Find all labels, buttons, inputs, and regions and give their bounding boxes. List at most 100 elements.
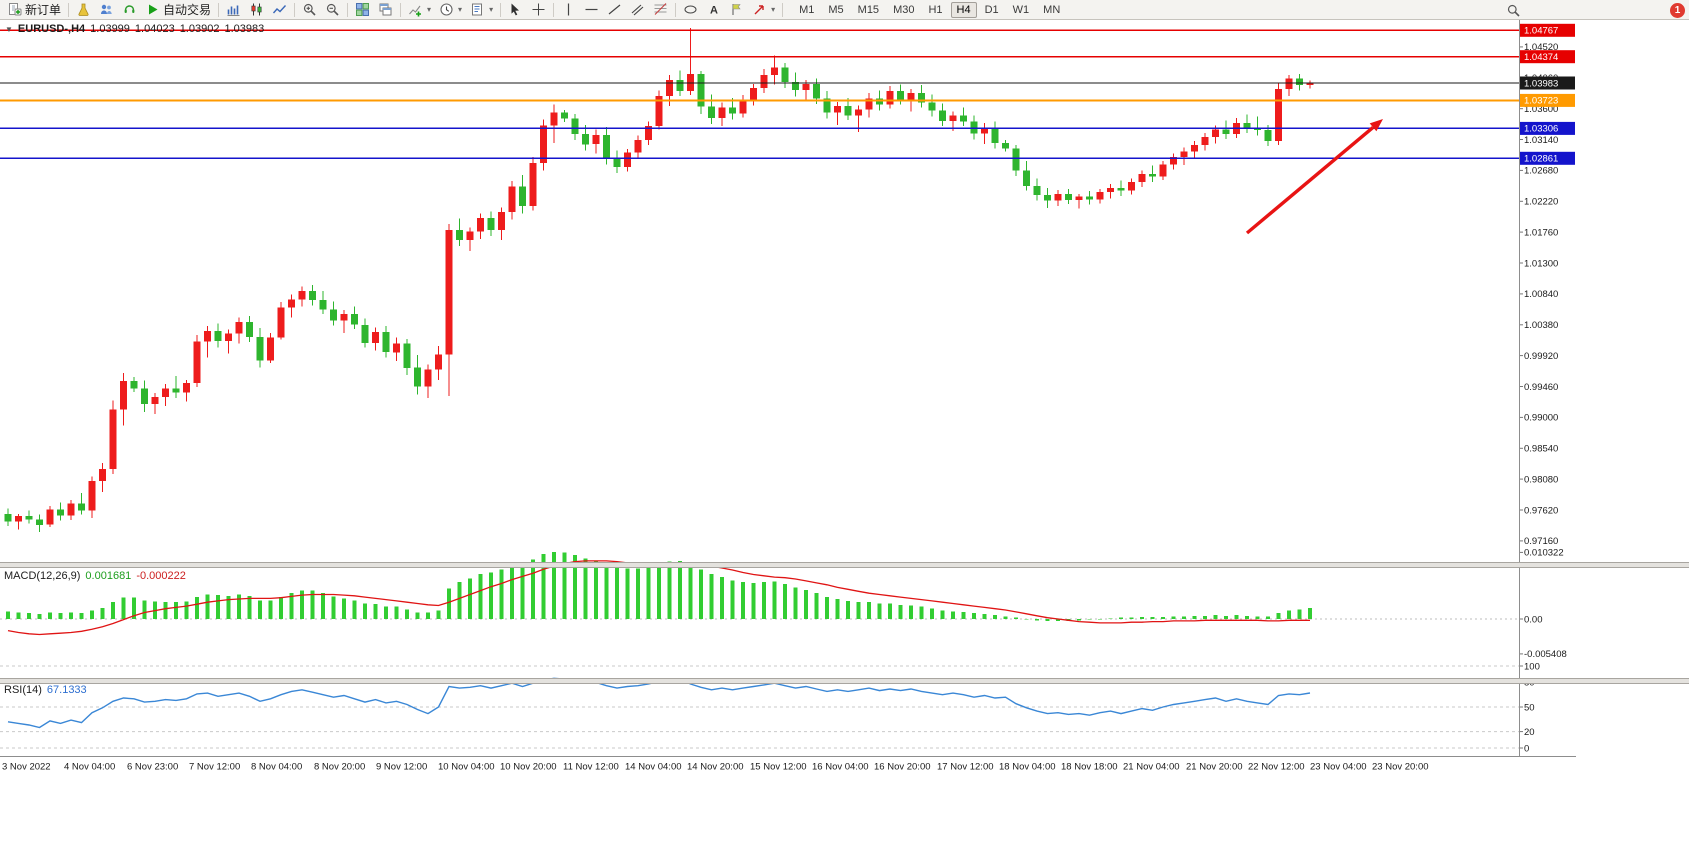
price-badge-label: 1.03306 [1524,124,1558,135]
candle [1180,151,1188,157]
price-tick: 20 [1524,727,1535,738]
candle [1096,191,1104,200]
main-toolbar: 新订单 自动交易 ▾ ▾ ▾ A ▾ M1 M5 M15 M30 H1 H4 D1 W1 MN … [0,0,1689,20]
trendline-icon [608,4,621,15]
search-button[interactable] [1503,2,1524,19]
candle [991,127,999,143]
candle [372,332,379,343]
text-label-button[interactable] [726,1,747,18]
scripts-button[interactable] [73,1,94,18]
time-label: 11 Nov 12:00 [563,762,619,773]
candle [99,469,106,482]
price-tick: -0.005408 [1524,649,1567,660]
timeframe-MN[interactable]: MN [1043,3,1061,16]
rsi-value: 67.1333 [46,684,87,696]
time-label: 16 Nov 20:00 [874,762,931,773]
timeframe-D1[interactable]: D1 [984,3,999,16]
panel-separator-rsi[interactable] [0,678,1689,684]
cascade-windows-button[interactable] [375,1,396,18]
indicators-button[interactable]: ▾ [405,1,434,18]
shapes-button[interactable] [680,1,701,18]
timeframe-M5[interactable]: M5 [828,3,844,16]
price-axis[interactable]: 1.049801.045201.040601.036001.031401.026… [1520,11,1575,754]
candle [1201,136,1209,145]
candles-layer [4,28,1314,533]
zoom-out-button[interactable] [322,1,343,18]
candle [561,112,568,119]
toolbar-right-cluster: 1 [1502,2,1685,19]
macd-label: MACD(12,26,9) [4,570,81,582]
close-value: 1.03983 [224,23,265,35]
price-tick: 50 [1524,702,1535,713]
support-button[interactable] [119,1,140,18]
chart-canvas[interactable]: 1.049801.045201.040601.036001.031401.026… [0,0,1689,838]
price-tick: 1.04520 [1524,42,1558,53]
timeframe-M15[interactable]: M15 [857,3,880,16]
cursor-button[interactable] [505,1,526,18]
trendline-button[interactable] [604,1,625,18]
timeframe-M30[interactable]: M30 [893,3,915,16]
candle [603,134,610,159]
timeframe-M1[interactable]: M1 [799,3,815,16]
time-label: 14 Nov 20:00 [687,762,744,773]
svg-text:A: A [710,5,718,17]
horizontal-line-icon [585,8,598,11]
candle [876,98,883,105]
candlestick-chart-button[interactable] [246,1,267,18]
price-badge-label: 1.03723 [1524,96,1558,107]
annotation-arrowhead[interactable] [1369,119,1383,132]
price-tick: 0.98080 [1524,474,1558,485]
candle [1170,157,1177,165]
tile-windows-button[interactable] [352,1,373,18]
text-button[interactable]: A [703,1,724,18]
candle [1012,148,1020,171]
channel-button[interactable] [627,1,648,18]
play-icon [149,4,158,15]
community-button[interactable] [96,1,117,18]
time-axis[interactable]: 3 Nov 2022 4 Nov 04:00 6 Nov 23:00 7 Nov 12… [2,762,1429,773]
toolbar-separator [347,2,349,17]
templates-button[interactable]: ▾ [467,1,496,18]
periods-button[interactable]: ▾ [436,1,465,18]
toolbar-separator [68,2,70,17]
toolbar-separator [553,2,555,17]
panel-separator-macd[interactable] [0,562,1689,568]
horizontal-line-button[interactable] [581,1,602,18]
price-badge-label: 1.02861 [1524,154,1558,165]
cursor-icon [511,3,520,16]
price-lines-layer[interactable] [0,29,1519,160]
vertical-line-button[interactable] [558,1,579,18]
chevron-down-icon: ▾ [458,5,463,14]
timeframe-H1[interactable]: H1 [928,3,943,16]
line-chart-button[interactable] [269,1,290,18]
candle [907,93,915,100]
price-tick: 0.99000 [1524,413,1558,424]
candle [1107,187,1114,192]
auto-trading-button[interactable]: 自动交易 [142,0,214,19]
price-tick: 1.02220 [1524,197,1558,208]
chart-menu-icon[interactable]: ▼ [5,25,13,34]
candle [393,343,400,353]
toolbar-separator [782,2,784,17]
price-tick: 0.99460 [1524,382,1558,393]
timeframe-W1[interactable]: W1 [1012,3,1030,16]
bar-chart-button[interactable] [223,1,244,18]
arrows-button[interactable]: ▾ [749,1,778,18]
candle [1033,185,1041,196]
candle [970,121,978,134]
timeframe-H4[interactable]: H4 [950,1,977,18]
new-order-button[interactable]: 新订单 [4,0,64,19]
candle [141,388,148,404]
annotation-arrow[interactable] [1245,126,1375,235]
time-label: 14 Nov 04:00 [625,762,682,773]
candle [592,134,600,145]
crosshair-button[interactable] [528,1,549,18]
fibonacci-button[interactable] [650,1,671,18]
time-label: 3 Nov 2022 [2,762,51,773]
candle [519,186,526,206]
candle [4,514,12,522]
candle [225,333,232,341]
zoom-in-button[interactable] [299,1,320,18]
notification-badge[interactable]: 1 [1670,3,1685,18]
candle [666,79,673,96]
